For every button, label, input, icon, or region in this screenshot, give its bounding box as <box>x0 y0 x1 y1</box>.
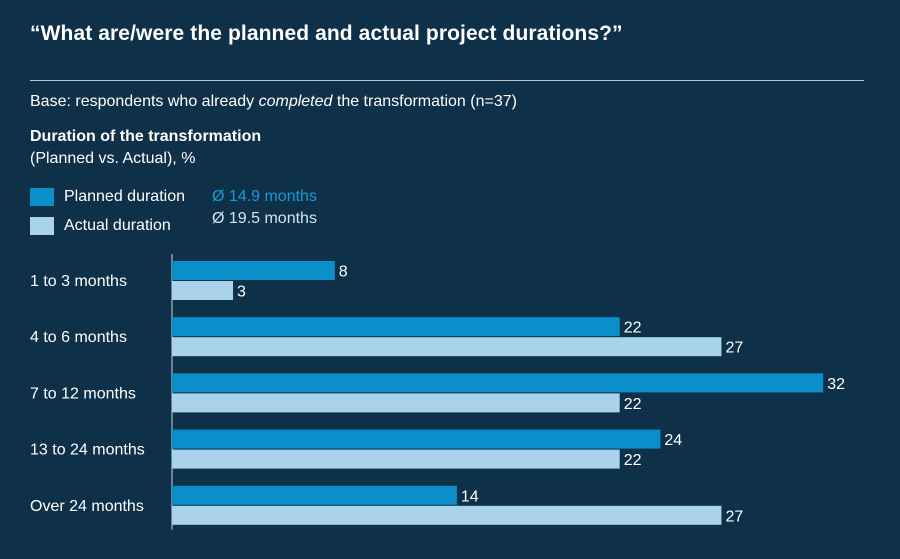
planned-value-label: 14 <box>461 488 479 505</box>
actual-value-label: 27 <box>725 340 743 357</box>
planned-bar <box>172 373 824 393</box>
actual-value-label: 27 <box>725 508 743 525</box>
planned-bar <box>172 485 457 505</box>
planned-value-label: 8 <box>339 264 348 281</box>
legend-item-planned: Planned duration <box>30 186 185 208</box>
actual-bar <box>172 505 722 525</box>
category-label: 1 to 3 months <box>30 273 127 290</box>
planned-value-label: 22 <box>624 320 642 337</box>
category-label: 4 to 6 months <box>30 329 127 346</box>
category-label: 7 to 12 months <box>30 385 136 402</box>
actual-bar <box>172 281 234 300</box>
chart-title: “What are/were the planned and actual pr… <box>30 22 623 45</box>
actual-bar <box>172 337 722 357</box>
actual-average: Ø 19.5 months <box>212 210 317 227</box>
planned-bar <box>172 429 661 449</box>
base-suffix: the transformation (n=37) <box>332 93 517 110</box>
category-label: Over 24 months <box>30 498 144 515</box>
legend-label-planned: Planned duration <box>64 188 185 205</box>
title-divider <box>30 80 864 81</box>
actual-value-label: 3 <box>237 284 246 301</box>
planned-value-label: 24 <box>664 432 682 449</box>
legend-label-actual: Actual duration <box>64 217 171 234</box>
base-note: Base: respondents who already completed … <box>30 93 517 111</box>
planned-value-label: 32 <box>827 376 845 393</box>
planned-average: Ø 14.9 months <box>212 188 317 205</box>
chart-subtitle: Duration of the transformation <box>30 128 262 145</box>
legend-item-actual: Actual duration <box>30 215 171 237</box>
base-emphasis: completed <box>258 93 333 110</box>
planned-bar <box>172 317 620 337</box>
actual-bar <box>172 449 620 469</box>
legend-swatch-planned <box>30 188 54 206</box>
category-label: 13 to 24 months <box>30 442 145 459</box>
planned-bar <box>172 261 335 280</box>
actual-bar <box>172 393 620 413</box>
legend-swatch-actual <box>30 217 54 235</box>
actual-value-label: 22 <box>624 452 642 469</box>
actual-value-label: 22 <box>624 396 642 413</box>
chart-subtitle-units: (Planned vs. Actual), % <box>30 150 196 167</box>
base-prefix: Base: respondents who already <box>30 93 259 110</box>
